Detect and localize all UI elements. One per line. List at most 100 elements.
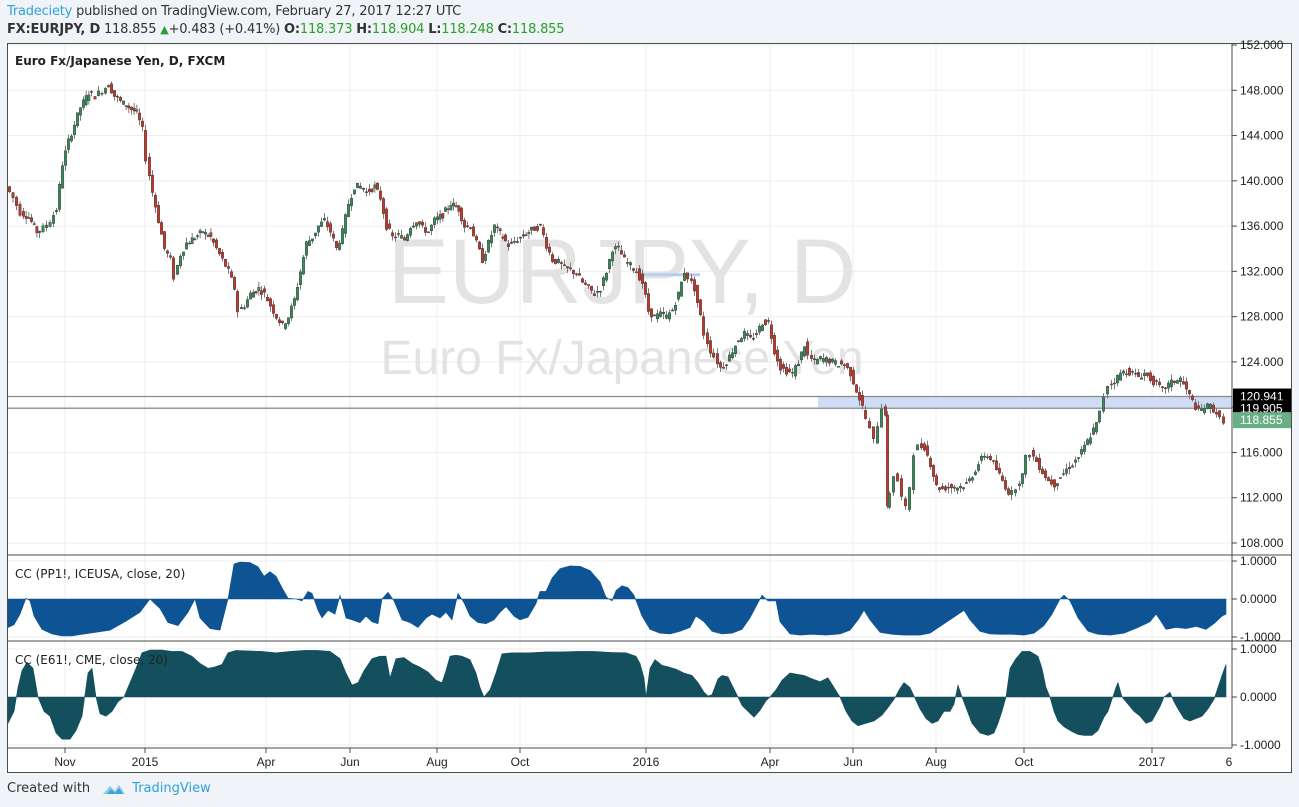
candle-up [611, 251, 614, 262]
candle-down [560, 262, 563, 264]
candle-down [260, 290, 263, 295]
x-tick-label: 2017 [1139, 755, 1166, 769]
candle-down [1152, 376, 1155, 386]
candle-down [716, 353, 719, 365]
candle-down [1182, 381, 1185, 385]
symbol-name: FX:EURJPY, D [7, 22, 101, 37]
watermark-description: Euro Fx/Japanese Yen [380, 332, 863, 385]
candle-up [406, 234, 409, 241]
publisher-link[interactable]: Tradeciety [7, 4, 73, 19]
price-label-text: 118.855 [1240, 413, 1283, 427]
candle-up [1209, 403, 1212, 409]
candle-up [1018, 483, 1021, 487]
candle-down [441, 213, 445, 219]
candle-down [513, 241, 516, 243]
y-tick-label: 112.000 [1240, 491, 1283, 505]
candle-up [444, 207, 447, 212]
footer: Created with TradingView [7, 781, 211, 796]
candle-down [209, 232, 213, 237]
candle-up [193, 238, 197, 241]
candle-down [30, 217, 33, 222]
support-resistance-zone[interactable] [818, 396, 1232, 409]
candle-up [599, 291, 602, 293]
candle-down [329, 223, 332, 233]
candle-down [929, 458, 932, 467]
candle-down [421, 221, 424, 226]
candle-down [709, 340, 712, 354]
candle-down [90, 91, 93, 93]
candle-down [632, 268, 635, 271]
candle-down [127, 105, 131, 109]
candle-up [737, 340, 740, 342]
candle-down [1004, 480, 1007, 490]
candle-up [1131, 371, 1134, 373]
candle-up [1106, 386, 1109, 395]
candle-down [920, 443, 923, 449]
candle-down [1113, 382, 1116, 385]
y-tick-label: 124.000 [1240, 355, 1284, 369]
x-tick-label: Oct [511, 755, 530, 769]
candle-down [1038, 457, 1041, 470]
candle-down [788, 368, 791, 372]
candle-down [385, 208, 388, 230]
candle-down [266, 297, 269, 302]
watermark-symbol: EURJPY, D [388, 221, 857, 323]
candle-down [702, 316, 705, 336]
candle-down [218, 248, 221, 255]
candle-down [569, 267, 572, 270]
candle-down [828, 358, 831, 364]
candle-up [617, 245, 620, 248]
candle-up [41, 225, 45, 233]
candle-down [1007, 488, 1010, 495]
candle-up [1024, 455, 1027, 475]
candle-down [1053, 479, 1056, 488]
candle-up [843, 364, 846, 367]
candle-up [296, 287, 299, 301]
candle-down [212, 238, 215, 243]
candle-down [810, 355, 813, 359]
candle-up [284, 323, 287, 329]
candle-up [204, 231, 207, 235]
candle-down [457, 205, 461, 212]
candle-up [916, 444, 919, 451]
candle-up [196, 235, 199, 237]
candle-up [1206, 403, 1209, 409]
candle-up [1143, 372, 1146, 377]
candle-up [746, 333, 749, 336]
candle-up [67, 138, 70, 150]
candle-down [1212, 404, 1215, 413]
y-tick-label: 116.000 [1240, 445, 1283, 459]
candle-up [837, 366, 840, 368]
open-label: O: [284, 22, 300, 37]
candle-up [246, 299, 249, 308]
candle-up [912, 455, 915, 490]
candle-down [388, 223, 391, 229]
candle-down [776, 349, 779, 362]
candle-down [587, 284, 590, 286]
candle-up [1140, 377, 1143, 380]
candle-down [554, 259, 557, 264]
candle-up [740, 338, 743, 343]
candle-up [1010, 490, 1013, 495]
candle-up [52, 215, 55, 224]
candle-down [868, 421, 871, 429]
candle-down [1050, 479, 1053, 485]
candle-up [317, 225, 320, 233]
candle-up [1080, 449, 1083, 455]
candle-up [680, 281, 683, 297]
candle-down [719, 362, 722, 368]
candle-up [671, 309, 674, 312]
tradingview-link[interactable]: TradingView [132, 781, 211, 796]
candle-down [699, 299, 702, 316]
candle-down [635, 271, 638, 274]
candle-down [846, 363, 849, 368]
candle-up [353, 189, 356, 195]
candle-up [1125, 373, 1128, 376]
candle-down [332, 233, 335, 239]
candle-down [935, 475, 938, 486]
candle-up [314, 232, 317, 237]
candle-down [278, 319, 281, 324]
candle-up [803, 346, 806, 357]
small-zone-marker[interactable] [642, 273, 700, 277]
